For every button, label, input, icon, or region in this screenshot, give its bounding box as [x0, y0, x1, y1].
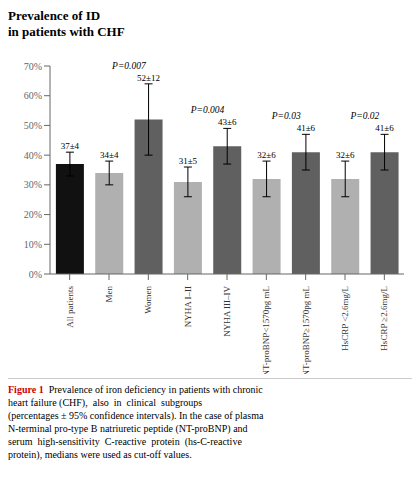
html-text:serum high-sensitivity C-react: serum high-sensitivity C-reactive protei…	[8, 436, 242, 447]
svg-text:34±4: 34±4	[100, 150, 119, 160]
html-text:(percentages ± 95% confidence: (percentages ± 95% confidence intervals)…	[8, 410, 264, 421]
svg-text:HsCRP ≥2.6mg/L: HsCRP ≥2.6mg/L	[379, 286, 389, 351]
svg-text:32±6: 32±6	[336, 150, 355, 160]
svg-text:40%: 40%	[24, 150, 42, 161]
html-text:Prevalence of ID: Prevalence of ID	[8, 8, 101, 23]
svg-text:NYHA I–II: NYHA I–II	[183, 286, 193, 327]
svg-text:P=0.02: P=0.02	[349, 111, 379, 121]
svg-text:43±6: 43±6	[218, 117, 237, 127]
html-text:in patients with CHF: in patients with CHF	[8, 24, 125, 39]
svg-text:41±6: 41±6	[375, 123, 394, 133]
svg-text:P=0.004: P=0.004	[190, 105, 225, 115]
svg-text:20%: 20%	[24, 209, 42, 220]
html-text:heart failure (CHF), also in c: heart failure (CHF), also in clinical su…	[8, 397, 203, 408]
svg-text:NYHA III–IV: NYHA III–IV	[222, 286, 232, 337]
svg-text:0%: 0%	[29, 269, 42, 280]
svg-text:P=0.007: P=0.007	[111, 61, 147, 71]
svg-text:NT-proBNP<1570pg mL: NT-proBNP<1570pg mL	[261, 286, 271, 374]
html-text:protein), medians were used as: protein), medians were used as cut-off v…	[8, 449, 192, 460]
svg-text:Women: Women	[143, 286, 153, 314]
svg-text:37±4: 37±4	[61, 141, 80, 151]
svg-text:30%: 30%	[24, 179, 42, 190]
html-text:N-terminal pro-type B natriure: N-terminal pro-type B natriuretic peptid…	[8, 423, 248, 434]
svg-text:P=0.03: P=0.03	[271, 111, 301, 121]
svg-text:60%: 60%	[24, 90, 42, 101]
svg-text:All patients: All patients	[65, 286, 75, 328]
svg-text:10%: 10%	[24, 239, 42, 250]
svg-text:50%: 50%	[24, 120, 42, 131]
svg-text:32±6: 32±6	[257, 150, 276, 160]
svg-text:NT-proBNP≥1570pg mL: NT-proBNP≥1570pg mL	[301, 286, 311, 374]
html-text:Figure 1 Prevalence of iron de: Figure 1 Prevalence of iron deficiency i…	[8, 384, 263, 395]
svg-text:HsCRP <2.6mg/L: HsCRP <2.6mg/L	[340, 286, 350, 351]
svg-text:Men: Men	[104, 286, 114, 303]
svg-text:52±12: 52±12	[137, 73, 160, 83]
svg-text:70%: 70%	[24, 61, 42, 72]
svg-text:41±6: 41±6	[297, 123, 316, 133]
svg-text:31±5: 31±5	[179, 156, 198, 166]
